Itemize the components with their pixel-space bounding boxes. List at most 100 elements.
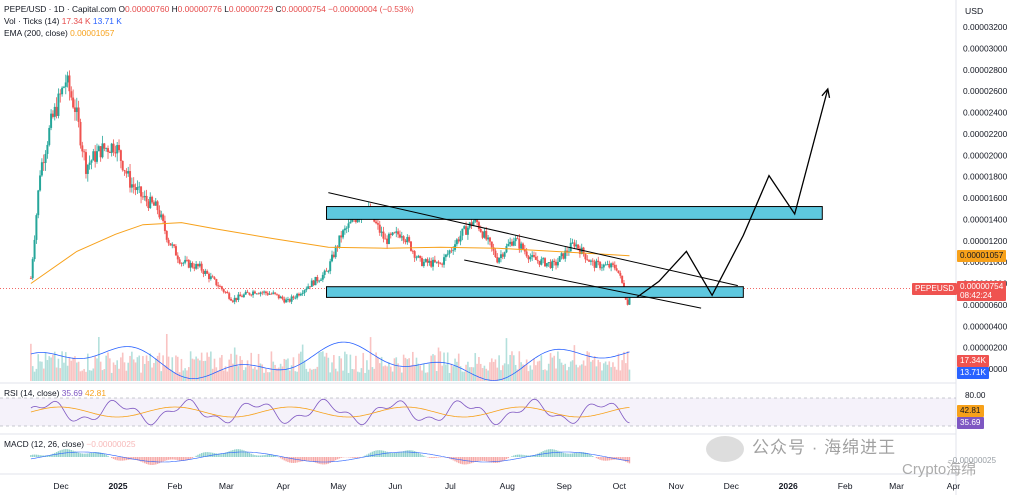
candle-body (386, 238, 389, 244)
macd-histogram-bar (177, 457, 179, 461)
macd-histogram-bar (200, 453, 203, 457)
volume-tag: 17.34K (957, 355, 989, 367)
macd-histogram-bar (625, 457, 627, 462)
volume-bar (485, 368, 488, 381)
volume-bar (213, 358, 216, 381)
volume-bar (399, 367, 401, 381)
macd-histogram-bar (408, 450, 410, 457)
upper-resistance-zone (326, 206, 823, 220)
macd-histogram-bar (362, 456, 364, 457)
volume-bar (110, 372, 113, 381)
macd-histogram-bar (171, 457, 173, 460)
volume-bar (356, 371, 359, 381)
volume-bar (584, 365, 587, 381)
volume-bar (452, 366, 455, 381)
bar-countdown: 08:42:24 (960, 291, 992, 300)
candle-body (558, 256, 561, 262)
volume-bar (222, 370, 225, 381)
candle-body (123, 170, 126, 172)
volume-bar (397, 363, 399, 381)
volume-bar (298, 353, 300, 381)
macd-histogram-bar (628, 457, 631, 464)
volume-bar (53, 351, 56, 381)
volume-bar (175, 355, 177, 381)
volume-value: 17.34 K (61, 16, 91, 26)
macd-histogram-bar (560, 452, 563, 457)
volume-bar (263, 372, 265, 381)
macd-value: −0.00000025 (86, 439, 136, 449)
volume-bar (138, 355, 141, 381)
candle-body (140, 186, 143, 197)
candle-body (448, 250, 451, 254)
y-tick-label: 0.00002800 (963, 65, 1008, 75)
candle-body (604, 264, 607, 266)
candle-body (200, 263, 203, 271)
candle-body (463, 226, 466, 229)
volume-bar (421, 370, 423, 381)
macd-histogram-bar (391, 452, 394, 457)
volume-bar (197, 358, 199, 381)
macd-histogram-bar (595, 457, 598, 459)
candle-body (220, 286, 223, 290)
candle-body (266, 293, 269, 295)
volume-bar (202, 361, 205, 381)
candle-body (198, 263, 201, 267)
candle-body (308, 286, 311, 288)
volume-bar (500, 370, 502, 381)
rsi-band (0, 398, 956, 426)
volume-bar (189, 351, 192, 381)
macd-histogram-bar (50, 454, 52, 457)
candle-body (72, 97, 75, 108)
candle-body (83, 151, 86, 153)
macd-histogram-bar (250, 453, 252, 457)
macd-histogram-bar (329, 457, 331, 463)
macd-histogram-bar (180, 457, 183, 461)
macd-histogram-bar (206, 452, 208, 457)
macd-histogram-bar (66, 449, 69, 457)
macd-histogram-bar (333, 457, 335, 462)
volume-bar (74, 356, 76, 381)
candle-body (169, 243, 172, 246)
volume-bar (180, 358, 183, 381)
candle-body (132, 184, 135, 188)
macd-histogram-bar (480, 457, 482, 461)
volume-bar (599, 362, 601, 381)
volume-bar (281, 366, 284, 381)
volume-bar (619, 370, 622, 381)
candle-body (187, 259, 190, 268)
macd-histogram-bar (606, 457, 609, 461)
high-value: 0.00000776 (177, 4, 222, 14)
candle-body (334, 246, 337, 258)
volume-bar (602, 363, 605, 381)
macd-histogram-bar (421, 454, 423, 457)
macd-histogram-bar (575, 452, 577, 457)
macd-histogram-bar (261, 455, 263, 457)
macd-histogram-bar (243, 450, 245, 457)
x-tick-label: Dec (53, 481, 69, 491)
volume-bar (285, 359, 287, 381)
macd-histogram-bar (531, 455, 533, 457)
candle-body (292, 296, 295, 298)
volume-bar (327, 357, 330, 381)
candle-body (42, 162, 45, 164)
candle-body (55, 106, 58, 116)
macd-histogram-bar (402, 451, 405, 457)
macd-histogram-bar (483, 457, 486, 462)
candle-body (64, 82, 67, 87)
macd-line (30, 451, 630, 463)
candle-body (409, 241, 412, 251)
macd-histogram-bar (582, 452, 585, 457)
rsi-ma-line (30, 406, 630, 418)
macd-histogram-bar (167, 457, 170, 460)
candle-body (485, 230, 488, 240)
candle-body (134, 187, 137, 191)
macd-histogram-bar (505, 457, 508, 460)
macd-histogram-bar (145, 457, 148, 464)
candle-body (189, 262, 192, 268)
volume-bar (294, 371, 297, 381)
volume-bar (441, 365, 443, 381)
macd-histogram-bar (500, 457, 502, 462)
macd-histogram-bar (248, 452, 251, 457)
volume-bar (597, 359, 600, 381)
